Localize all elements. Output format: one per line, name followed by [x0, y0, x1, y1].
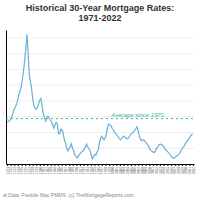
title: Historical 30-Year Mortgage Rates:1971-2… [26, 3, 175, 23]
x-tick-mark [102, 164, 103, 166]
x-tick-mark [124, 164, 125, 166]
x-tick-mark [149, 164, 150, 166]
y-axis [6, 31, 8, 165]
average-line [6, 118, 194, 119]
x-tick-mark [127, 164, 128, 166]
x-tick-mark [36, 164, 37, 166]
grid-line [6, 85, 194, 86]
x-tick-mark [95, 164, 96, 166]
x-tick-mark [105, 164, 106, 166]
x-tick-mark [156, 164, 157, 166]
grid-line [6, 100, 194, 101]
x-tick-mark [29, 164, 30, 166]
x-tick-mark [91, 164, 92, 166]
x-tick-mark [58, 164, 59, 166]
x-axis: 1971197219731974197519761977197819791980… [6, 164, 196, 174]
grid [6, 38, 194, 148]
x-tick-mark [22, 164, 23, 166]
x-tick-mark [116, 164, 117, 166]
marks [6, 34, 194, 158]
chart: 1971197219731974197519761977197819791980… [0, 0, 200, 200]
x-tick-mark [69, 164, 70, 166]
x-tick-mark [87, 164, 88, 166]
x-tick-mark [153, 164, 154, 166]
x-tick-mark [73, 164, 74, 166]
footnote: al Data: Freddie Mac PMMS. (c) TheMortga… [3, 192, 134, 198]
rate-line [7, 34, 193, 158]
x-tick-mark [171, 164, 172, 166]
x-tick-mark [18, 164, 19, 166]
x-tick-mark [131, 164, 132, 166]
grid-line [6, 37, 194, 38]
plot-area: 1971197219731974197519761977197819791980… [6, 31, 196, 175]
x-tick-mark [80, 164, 81, 166]
x-tick-mark [109, 164, 110, 166]
x-tick-mark [189, 164, 190, 166]
x-tick-mark [142, 164, 143, 166]
x-tick-mark [182, 164, 183, 166]
x-tick-mark [186, 164, 187, 166]
y-axis-line [6, 31, 7, 165]
x-tick-mark [54, 164, 55, 166]
x-tick-mark [65, 164, 66, 166]
x-tick-mark [164, 164, 165, 166]
x-tick-mark [84, 164, 85, 166]
x-tick-mark [120, 164, 121, 166]
x-tick-mark [113, 164, 114, 166]
x-tick-mark [146, 164, 147, 166]
average-label: Average since 1971: [110, 112, 166, 118]
x-tick-mark [167, 164, 168, 166]
x-tick-mark [76, 164, 77, 166]
x-tick-mark [51, 164, 52, 166]
grid-line [6, 132, 194, 133]
x-tick-mark [193, 164, 194, 166]
x-tick-mark [14, 164, 15, 166]
x-tick-label: 2022 [192, 167, 196, 174]
x-tick: 2022 [192, 164, 196, 174]
x-tick-mark [7, 164, 8, 166]
grid-line [6, 53, 194, 54]
grid-line [6, 148, 194, 149]
x-tick-mark [98, 164, 99, 166]
x-tick-mark [135, 164, 136, 166]
x-tick-mark [178, 164, 179, 166]
x-tick-mark [160, 164, 161, 166]
x-tick-mark [33, 164, 34, 166]
x-axis-line [7, 164, 195, 165]
x-tick-mark [138, 164, 139, 166]
x-tick-mark [47, 164, 48, 166]
x-tick-mark [44, 164, 45, 166]
x-tick-mark [11, 164, 12, 166]
x-tick-mark [62, 164, 63, 166]
x-tick-mark [40, 164, 41, 166]
x-tick-mark [25, 164, 26, 166]
x-tick-mark [175, 164, 176, 166]
grid-line [6, 69, 194, 70]
